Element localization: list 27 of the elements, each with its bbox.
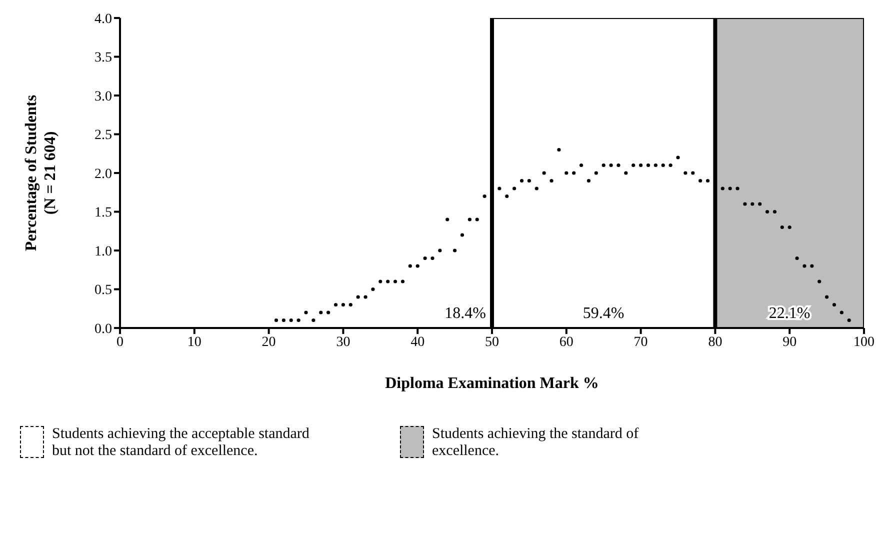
x-tick-label: 50 xyxy=(485,334,499,350)
annotation: 22.1% xyxy=(768,305,810,322)
x-tick-label: 0 xyxy=(116,334,124,350)
x-tick-label: 10 xyxy=(187,334,202,350)
x-tick-label: 80 xyxy=(708,334,722,350)
x-tick-label: 100 xyxy=(854,334,874,350)
x-tick-label: 70 xyxy=(634,334,648,350)
annotation: 18.4% xyxy=(444,305,486,322)
y-tick-label: 1.5 xyxy=(94,206,112,221)
y-tick-label: 3.5 xyxy=(94,50,112,66)
x-tick-label: 60 xyxy=(559,334,574,350)
y-tick-label: 2.0 xyxy=(94,166,112,182)
y-axis-title: Percentage of Students (N = 21 604) xyxy=(23,94,59,252)
y-tick-label: 2.5 xyxy=(94,128,112,144)
x-tick-label: 20 xyxy=(262,334,276,350)
annotation: 59.4% xyxy=(582,305,624,322)
y-tick-label: 3.0 xyxy=(94,89,112,104)
x-tick-label: 40 xyxy=(410,334,425,350)
y-tick-label: 0.5 xyxy=(94,283,112,298)
y-tick-label: 0.0 xyxy=(94,322,112,337)
x-axis-title: Diploma Examination Mark % xyxy=(385,375,599,392)
y-tick-label: 1.0 xyxy=(94,244,112,260)
y-tick-label: 4.0 xyxy=(94,12,112,27)
x-tick-label: 30 xyxy=(336,334,350,350)
legend-label: Students achieving the acceptable standard but not the standard of excellence. xyxy=(52,426,310,460)
legend-label: Students achieving the standard of excellence. xyxy=(432,426,640,460)
x-tick-label: 90 xyxy=(782,334,797,350)
